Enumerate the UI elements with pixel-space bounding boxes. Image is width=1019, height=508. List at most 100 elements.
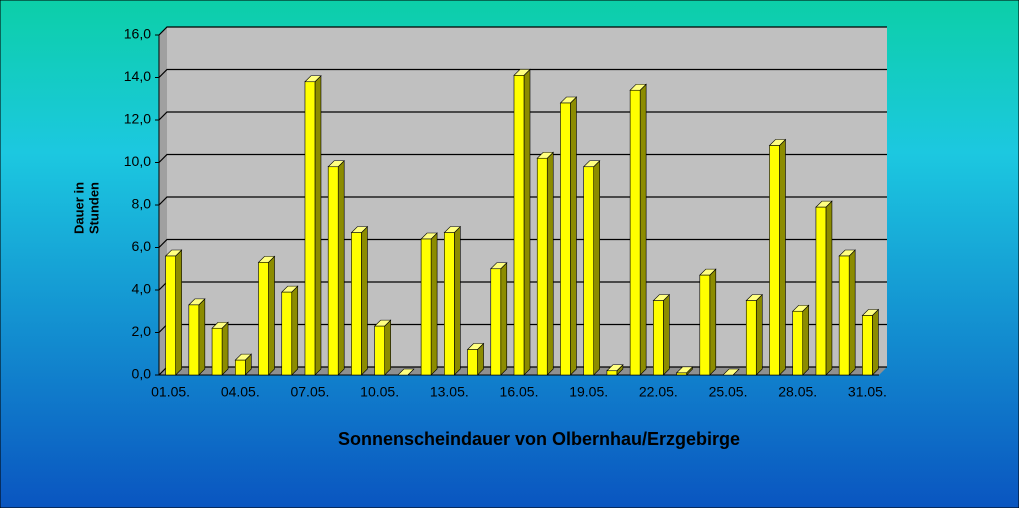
bar-face (769, 145, 780, 376)
x-tick-label: 31.05. (848, 384, 887, 400)
bar-face (838, 255, 850, 376)
bar-face (500, 262, 508, 376)
bar (281, 285, 299, 376)
x-tick-label: 01.05. (151, 384, 190, 400)
bar-face (709, 268, 717, 376)
bar-face (825, 200, 833, 376)
bar (768, 138, 787, 376)
chart-title: Sonnenscheindauer von Olbernhau/Erzgebir… (338, 429, 740, 449)
bar (675, 366, 694, 376)
bar (699, 268, 717, 376)
x-tick-label: 28.05. (778, 384, 817, 400)
bar (536, 151, 554, 376)
bar-face (467, 349, 478, 376)
x-tick-label: 10.05. (360, 384, 399, 400)
bar (791, 304, 810, 376)
bar-face (570, 96, 577, 376)
bar (164, 249, 183, 376)
bar-face (397, 368, 415, 376)
bar-face (165, 255, 176, 376)
grid-line (158, 68, 887, 78)
bar-face (755, 293, 763, 376)
bar-face (815, 206, 827, 376)
x-tick-label: 07.05. (290, 384, 329, 400)
bar-face (593, 160, 600, 376)
bar (490, 262, 508, 376)
bar (373, 319, 392, 376)
bar-face (314, 75, 322, 376)
bar-face (629, 89, 641, 376)
grid-line (158, 26, 887, 36)
bar (861, 308, 880, 376)
x-tick-label: 19.05. (569, 384, 608, 400)
y-tick-label: 14,0 (124, 68, 151, 84)
bar-face (268, 255, 275, 376)
bar-face (361, 225, 368, 376)
bar (234, 353, 253, 376)
bar (606, 364, 624, 376)
y-tick-label: 8,0 (132, 196, 152, 212)
bar-face (234, 359, 246, 376)
bar-face (258, 262, 269, 376)
x-tick-label: 04.05. (221, 384, 260, 400)
bar-face (444, 232, 455, 376)
bar (722, 368, 740, 376)
bar-face (722, 368, 740, 376)
bar-face (802, 304, 810, 376)
bar (815, 200, 833, 376)
x-tick-label: 22.05. (639, 384, 678, 400)
bar (350, 225, 369, 376)
bar-face (430, 232, 438, 376)
bar-face (374, 325, 385, 376)
x-tick-label: 25.05. (709, 384, 748, 400)
bar (257, 255, 276, 376)
bar-face (351, 232, 362, 376)
bar (327, 160, 345, 376)
bar (652, 293, 671, 376)
bar-face (304, 81, 316, 376)
bar-face (454, 225, 461, 376)
y-tick-label: 4,0 (132, 281, 152, 297)
bar (397, 368, 415, 376)
x-tick-label: 16.05. (500, 384, 539, 400)
y-tick-label: 0,0 (132, 366, 152, 382)
bar-face (653, 300, 664, 376)
bar-face (198, 298, 206, 376)
bar-face (337, 160, 345, 376)
bar-face (327, 166, 339, 376)
grid-line (158, 196, 887, 206)
y-axis-label: Stunden (86, 182, 101, 234)
grid-line (158, 111, 887, 121)
bar (420, 232, 438, 376)
bar-face (175, 249, 182, 376)
bar (304, 75, 322, 376)
bar-face (779, 138, 786, 376)
bar-face (583, 166, 594, 376)
y-tick-label: 10,0 (124, 153, 151, 169)
y-tick-label: 12,0 (124, 111, 151, 127)
bar-face (862, 315, 873, 376)
bar-face (523, 68, 531, 376)
bar-face (663, 293, 670, 376)
grid-line (158, 153, 887, 163)
bar-face (872, 308, 879, 376)
bar-face (606, 370, 618, 376)
bar-face (639, 83, 647, 376)
bar-face (490, 268, 502, 376)
bar-face (546, 151, 554, 376)
y-tick-label: 16,0 (124, 26, 151, 42)
y-tick-label: 6,0 (132, 238, 152, 254)
bar-face (560, 102, 571, 376)
bar-face (513, 75, 525, 376)
bar-face (384, 319, 391, 376)
bar (211, 321, 229, 376)
bar (582, 160, 601, 376)
grid-line (158, 238, 887, 248)
bar (838, 249, 856, 376)
bar-face (792, 310, 804, 376)
bar (745, 293, 763, 376)
y-axis-label: Dauer in (71, 182, 86, 234)
bar-face (745, 300, 757, 376)
bar (559, 96, 578, 376)
bar-face (699, 274, 711, 376)
